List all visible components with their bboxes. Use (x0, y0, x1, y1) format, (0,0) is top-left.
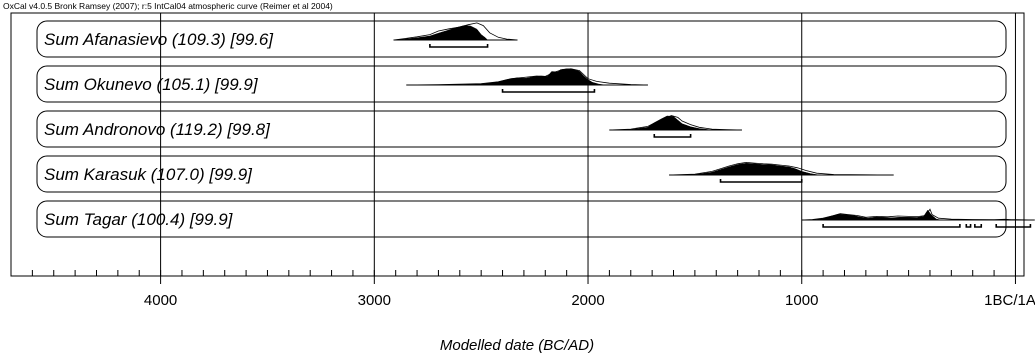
prior-distribution (669, 161, 894, 176)
row-0: Sum Afanasievo (109.3) [99.6] (36, 20, 1007, 58)
row-group: Sum Afanasievo (109.3) [99.6] Sum Okunevo… (36, 13, 1035, 276)
prior-distribution (609, 115, 742, 131)
posterior-distribution (609, 115, 713, 131)
hpd-bracket-0 (501, 89, 596, 93)
posterior-distribution (812, 209, 941, 221)
x-axis-title: Modelled date (BC/AD) (440, 337, 594, 354)
x-axis: 4000 3000 2000 1000 1BC/1AD (10, 270, 1035, 309)
chart-header: OxCal v4.0.5 Bronk Ramsey (2007); r:5 In… (3, 1, 333, 11)
row-box (36, 20, 1007, 58)
tick-label-4: 1BC/1AD (984, 292, 1035, 309)
row-label: Sum Tagar (100.4) [99.9] (44, 210, 234, 229)
row-4: Sum Tagar (100.4) [99.9] (36, 200, 1035, 238)
hpd-bracket-0 (822, 224, 961, 228)
row-2: Sum Andronovo (119.2) [99.8] (36, 110, 1007, 148)
hpd-bracket-0 (719, 179, 803, 183)
row-box (36, 65, 1007, 103)
tick-label-3: 1000 (785, 292, 818, 309)
row-box (36, 155, 1007, 193)
posterior-distribution (669, 163, 819, 176)
hpd-bracket-2 (974, 224, 983, 228)
row-label: Sum Okunevo (105.1) [99.9] (44, 75, 259, 94)
row-label: Sum Andronovo (119.2) [99.8] (44, 120, 271, 139)
plot-frame (10, 12, 1025, 277)
tick-label-0: 4000 (144, 292, 177, 309)
tick-label-2: 2000 (571, 292, 604, 309)
hpd-bracket-0 (653, 134, 692, 138)
row-box (36, 110, 1007, 148)
row-1: Sum Okunevo (105.1) [99.9] (36, 65, 1007, 103)
hpd-bracket-0 (429, 44, 489, 48)
row-label: Sum Karasuk (107.0) [99.9] (44, 165, 253, 184)
row-3: Sum Karasuk (107.0) [99.9] (36, 155, 1007, 193)
posterior-distribution (393, 25, 489, 41)
posterior-distribution (406, 68, 606, 86)
tick-label-1: 3000 (358, 292, 391, 309)
hpd-bracket-1 (965, 224, 972, 228)
row-label: Sum Afanasievo (109.3) [99.6] (44, 30, 274, 49)
hpd-bracket-3 (995, 224, 1032, 228)
